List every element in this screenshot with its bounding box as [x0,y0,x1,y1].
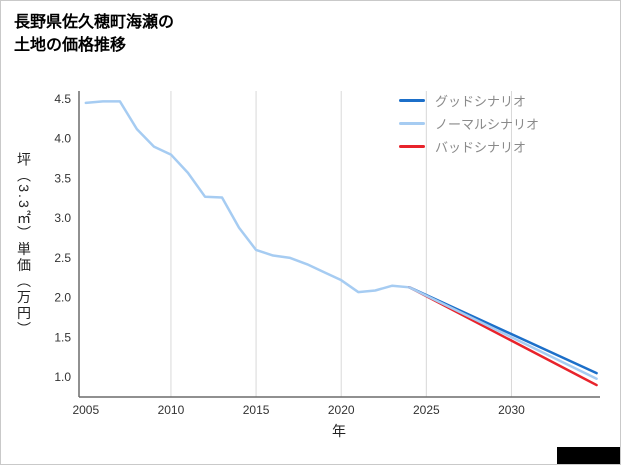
x-axis-label: 年 [332,423,346,439]
svg-text:1.5: 1.5 [54,330,71,344]
svg-text:2020: 2020 [328,403,355,417]
svg-text:3.0: 3.0 [54,211,71,225]
svg-text:3.5: 3.5 [54,171,71,185]
svg-text:2005: 2005 [72,403,99,417]
svg-text:2025: 2025 [413,403,440,417]
legend-label-bad: バッドシナリオ [435,140,527,155]
svg-text:2.0: 2.0 [54,291,71,305]
legend-label-good: グッドシナリオ [435,94,527,109]
legend-swatch-normal [399,122,425,125]
legend-item-good[interactable]: グッドシナリオ [399,93,539,109]
svg-text:2.5: 2.5 [54,251,71,265]
legend-item-normal[interactable]: ノーマルシナリオ [399,116,540,132]
legend: グッドシナリオ ノーマルシナリオ バッドシナリオ [399,93,540,155]
legend-item-bad[interactable]: バッドシナリオ [399,139,539,155]
svg-text:2015: 2015 [243,403,270,417]
svg-text:4.0: 4.0 [54,132,71,146]
svg-text:4.5: 4.5 [54,92,71,106]
chart-title: 長野県佐久穂町海瀬の 土地の価格推移 [14,14,175,55]
y-axis-label: 坪（3.3㎡）単価（万円） [16,152,32,338]
svg-text:2010: 2010 [158,403,185,417]
bottom-right-black-bar [557,447,620,464]
legend-swatch-bad [399,145,425,148]
legend-swatch-good [399,99,425,102]
svg-text:1.0: 1.0 [54,370,71,384]
legend-label-normal: ノーマルシナリオ [435,117,540,132]
svg-text:2030: 2030 [498,403,525,417]
